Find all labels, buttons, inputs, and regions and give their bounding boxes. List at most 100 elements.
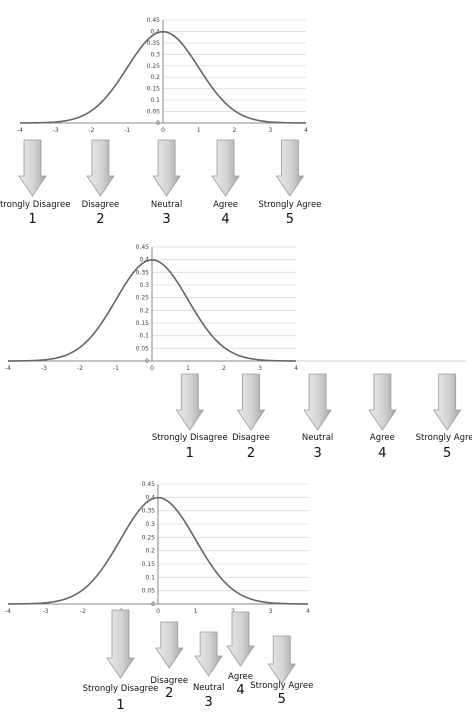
scale-number: 2 (165, 686, 173, 701)
y-tick-label: 0.15 (136, 320, 150, 327)
y-tick-label: 0.15 (147, 86, 161, 93)
scale-number: 3 (204, 695, 212, 710)
y-tick-label: 0.2 (145, 548, 155, 555)
y-tick-label: 0.4 (145, 494, 155, 501)
x-tick-label: -2 (77, 365, 83, 372)
x-tick-label: 1 (197, 127, 201, 134)
down-arrow-5 (267, 635, 297, 685)
scale-number: 4 (236, 683, 244, 698)
y-tick-label: 0.25 (136, 295, 150, 302)
x-tick-label: 0 (161, 127, 165, 134)
x-tick-label: 2 (231, 608, 235, 615)
down-arrow-2 (154, 621, 184, 669)
x-tick-label: 4 (294, 365, 298, 372)
chart-panel-2: 0 0.05 0.1 0.15 0.2 0.25 0.3 0.35 0.4 0.45 -4 -3 -2 -… (5, 244, 472, 461)
x-tick-label: 4 (304, 127, 308, 134)
y-tick-label: 0.45 (147, 17, 161, 24)
scale-number: 2 (96, 212, 104, 227)
scale-number: 1 (116, 698, 124, 713)
y-tick-label: 0.05 (142, 588, 156, 595)
x-tick-label: 1 (186, 365, 190, 372)
y-tick-label: 0.4 (150, 28, 160, 35)
down-arrow-5 (432, 373, 462, 431)
down-arrow-4 (368, 373, 397, 431)
down-arrow-3 (152, 139, 181, 197)
chart-panel-1: 0 0.05 0.1 0.15 0.2 0.25 0.3 0.35 0.4 0.45 -4 -3 -2 -… (0, 17, 321, 227)
scale-label: Strongly Agree (416, 433, 472, 443)
y-tick-label: 0.1 (150, 97, 160, 104)
x-tick-label: -3 (43, 608, 49, 615)
y-tick-label: 0.05 (147, 109, 161, 116)
y-tick-label: 0.45 (142, 481, 156, 488)
scale-number: 1 (186, 446, 194, 461)
x-tick-label: 2 (233, 127, 237, 134)
y-tick-label: 0.3 (139, 282, 149, 289)
x-tick-label: -1 (113, 365, 119, 372)
x-tick-label: 1 (194, 608, 198, 615)
y-tick-label: 0.3 (150, 51, 160, 58)
y-tick-label: 0.3 (145, 521, 155, 528)
x-tick-label: -4 (17, 127, 23, 134)
scale-label: Strongly Agree (250, 681, 313, 691)
scale-label: Strongly Disagree (152, 433, 228, 443)
down-arrow-3 (194, 631, 223, 677)
y-tick-label: 0.2 (139, 307, 149, 314)
x-tick-label: 4 (306, 608, 310, 615)
scale-label: Neutral (151, 200, 182, 210)
y-tick-label: 0.1 (139, 333, 149, 340)
x-tick-label: 3 (258, 365, 262, 372)
normal-curve-line (19, 30, 307, 124)
scale-label: Disagree (232, 433, 270, 443)
x-tick-label: 3 (269, 608, 273, 615)
down-arrow-3 (303, 373, 332, 431)
x-tick-label: -1 (124, 127, 130, 134)
scale-number: 2 (247, 446, 255, 461)
x-tick-label: 0 (156, 608, 160, 615)
y-tick-label: 0.35 (136, 269, 150, 276)
x-tick-label: -4 (5, 365, 11, 372)
scale-label: Agree (228, 672, 253, 682)
scale-label: Strongly Disagree (83, 684, 159, 694)
scale-number: 1 (28, 212, 36, 227)
y-tick-label: 0.4 (139, 257, 149, 264)
scale-number: 3 (313, 446, 321, 461)
y-tick-label: 0.2 (150, 74, 160, 81)
scale-label: Agree (213, 200, 238, 210)
scale-label: Strongly Agree (258, 200, 321, 210)
scale-label: Neutral (302, 433, 333, 443)
y-tick-label: 0.1 (145, 574, 155, 581)
chart-panel-3: 00.050.10.150.20.250.30.350.40.45-4-3-2-… (5, 481, 313, 713)
y-tick-label: 0.25 (142, 534, 156, 541)
down-arrow-4 (211, 139, 240, 197)
down-arrow-4 (226, 611, 255, 667)
scale-label: Agree (370, 433, 395, 443)
y-tick-label: 0.35 (142, 508, 156, 515)
scale-number: 5 (286, 212, 294, 227)
down-arrow-1 (18, 139, 47, 197)
y-tick-label: 0.45 (136, 244, 150, 251)
y-tick-label: 0.15 (142, 561, 156, 568)
scale-number: 4 (221, 212, 229, 227)
x-tick-label: 3 (268, 127, 272, 134)
scale-label: Neutral (193, 683, 224, 693)
down-arrow-5 (275, 139, 305, 197)
down-arrow-2 (86, 139, 115, 197)
x-tick-label: 2 (222, 365, 226, 372)
normal-curve-line (7, 259, 297, 362)
scale-number: 3 (162, 212, 170, 227)
scale-number: 4 (378, 446, 386, 461)
down-arrow-1 (106, 609, 135, 679)
scale-number: 5 (278, 692, 286, 707)
y-tick-label: 0.35 (147, 40, 161, 47)
scale-label: Disagree (82, 200, 120, 210)
scale-label: Disagree (150, 676, 188, 686)
y-tick-label: 0.25 (147, 63, 161, 70)
x-tick-label: -4 (5, 608, 11, 615)
y-tick-label: 0.05 (136, 345, 150, 352)
down-arrow-2 (236, 373, 266, 431)
scale-number: 5 (443, 446, 451, 461)
x-tick-label: -2 (89, 127, 95, 134)
x-tick-label: 0 (150, 365, 154, 372)
x-tick-label: -2 (80, 608, 86, 615)
